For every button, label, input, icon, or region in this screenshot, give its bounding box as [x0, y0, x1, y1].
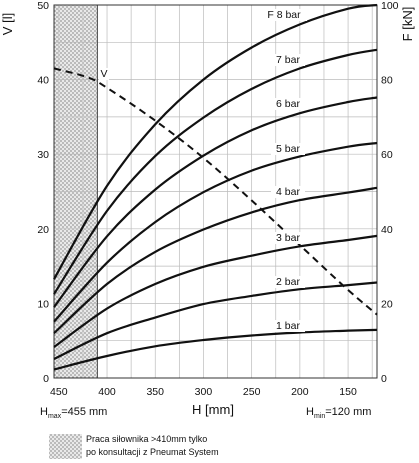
y-right-tick-label: 80 — [381, 75, 393, 87]
y-right-tick-label: 20 — [381, 298, 393, 310]
hmax-value: =455 mm — [61, 406, 107, 418]
series-label-3-bar: 3 bar — [276, 232, 300, 244]
x-tick-label: 150 — [339, 386, 357, 398]
series-label-f-8-bar: F 8 bar — [267, 9, 301, 21]
series-line-1-bar — [53, 328, 378, 371]
series-label-bg — [271, 276, 305, 288]
series-line-6-bar — [53, 96, 378, 308]
series-label-bg — [271, 143, 305, 155]
y-left-tick-label: 0 — [43, 373, 49, 385]
y-right-tick-label: 100 — [381, 0, 399, 12]
y-left-tick-label: 10 — [37, 298, 49, 310]
series-label-bg — [271, 98, 305, 110]
series-label-bg — [271, 232, 305, 244]
hmax-label: Hmax=455 mm — [40, 406, 107, 420]
series-line-5-bar — [53, 141, 378, 323]
series-line-7-bar — [53, 48, 378, 295]
x-tick-label: 450 — [50, 386, 68, 398]
series-line-4-bar — [53, 186, 378, 335]
series-line-v — [53, 67, 378, 316]
x-tick-label: 350 — [146, 386, 164, 398]
y-left-tick-label: 50 — [37, 0, 49, 12]
y-right-axis-label: F [kN] — [400, 7, 415, 42]
hmax-subscript: max — [48, 413, 62, 420]
series-label-1-bar: 1 bar — [276, 320, 300, 332]
series-label-6-bar: 6 bar — [276, 98, 300, 110]
series-label-5-bar: 5 bar — [276, 143, 300, 155]
hmax-symbol: H — [40, 406, 48, 418]
y-left-tick-label: 30 — [37, 149, 49, 161]
y-left-axis-label: V [l] — [0, 13, 15, 35]
series-labels: 1 bar 2 bar 3 bar 4 bar 5 bar 6 bar 7 bar F 8 b… — [99, 9, 307, 332]
tick-labels: 450 400 350 300 250 200 150 0 10 20 30 40 50 0 20 40 60 8… — [37, 0, 398, 398]
series-label-bg — [271, 186, 305, 198]
legend-note: Praca siłownika >410mm tylko po konsulta… — [86, 433, 219, 459]
legend-hatch-swatch — [49, 434, 82, 459]
hmin-symbol: H — [306, 406, 314, 418]
series-label-bg — [261, 9, 307, 21]
legend-note-line1: Praca siłownika >410mm tylko — [86, 434, 208, 444]
series-line-2-bar — [53, 281, 378, 360]
series-line-f-8-bar — [53, 3, 378, 280]
series-label-bg — [271, 320, 305, 332]
y-right-tick-label: 60 — [381, 149, 393, 161]
x-tick-label: 200 — [291, 386, 309, 398]
legend-note-line2: po konsultacji z Pneumat System — [86, 447, 219, 457]
series-label-bg — [99, 68, 109, 80]
series-line-3-bar — [53, 234, 378, 348]
x-tick-label: 300 — [195, 386, 213, 398]
hmin-label: Hmin=120 mm — [306, 406, 371, 420]
series-label-2-bar: 2 bar — [276, 276, 300, 288]
x-axis-label: H [mm] — [192, 402, 234, 417]
series-label-bg — [271, 54, 305, 66]
series-label-4-bar: 4 bar — [276, 186, 300, 198]
y-left-tick-label: 20 — [37, 224, 49, 236]
y-left-tick-label: 40 — [37, 75, 49, 87]
plot-frame — [53, 4, 378, 379]
hmin-value: =120 mm — [325, 406, 371, 418]
y-right-tick-label: 0 — [381, 373, 387, 385]
y-right-tick-label: 40 — [381, 224, 393, 236]
x-tick-label: 400 — [98, 386, 116, 398]
hmin-subscript: min — [314, 413, 325, 420]
series-label-7-bar: 7 bar — [276, 54, 300, 66]
series-lines — [53, 3, 378, 371]
x-tick-label: 250 — [243, 386, 261, 398]
series-label-v: V — [100, 68, 107, 80]
